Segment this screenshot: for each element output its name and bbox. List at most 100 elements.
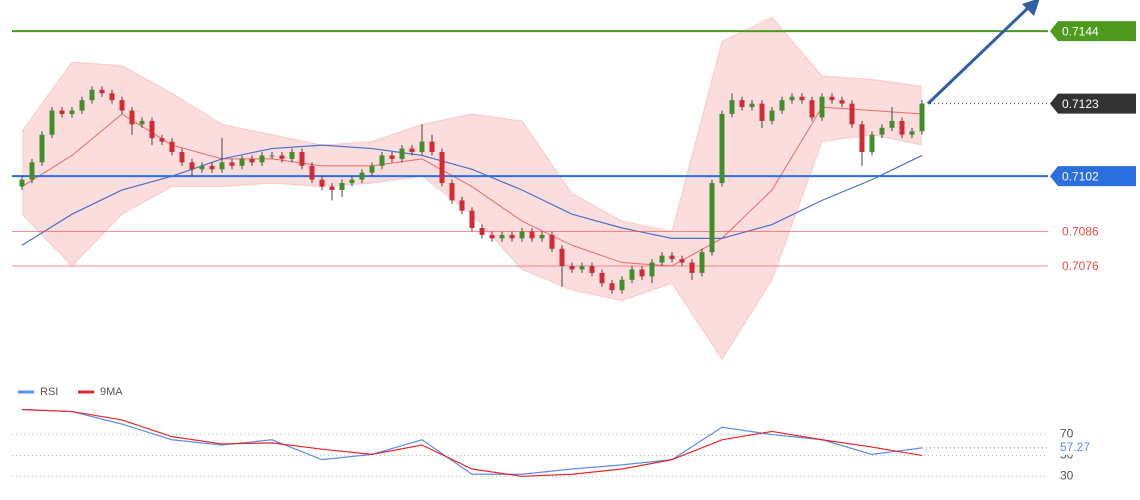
candle-body bbox=[89, 89, 95, 101]
price-pane: 0.7144 0.7123 0.7102 0.7086 0.7076 bbox=[12, 0, 1136, 361]
legend-label: 9MA bbox=[100, 386, 123, 398]
candle-body bbox=[749, 103, 755, 108]
candle-body bbox=[239, 158, 245, 166]
candle-body bbox=[179, 152, 185, 163]
candle-body bbox=[119, 100, 125, 111]
candle-body bbox=[609, 283, 615, 291]
candle-body bbox=[209, 165, 215, 170]
projection-arrow bbox=[926, 4, 1032, 105]
candle-body bbox=[569, 266, 575, 270]
candle-body bbox=[349, 179, 355, 184]
candle-body bbox=[49, 110, 55, 135]
candle-body bbox=[589, 266, 595, 273]
candle-body bbox=[169, 141, 175, 152]
candle-body bbox=[219, 162, 225, 170]
candle-body bbox=[389, 155, 395, 159]
candle-body bbox=[769, 110, 775, 121]
candle-body bbox=[299, 152, 305, 166]
candle-body bbox=[659, 255, 665, 263]
candle-body bbox=[619, 279, 625, 291]
candle-body bbox=[339, 183, 345, 190]
candle-body bbox=[369, 165, 375, 173]
level-label-box bbox=[1050, 166, 1136, 187]
level-label: 0.7086 bbox=[1062, 225, 1099, 239]
candle-body bbox=[79, 100, 85, 111]
candle-body bbox=[399, 148, 405, 159]
candle-body bbox=[59, 110, 65, 114]
candle-body bbox=[899, 120, 905, 135]
candle-body bbox=[69, 110, 75, 114]
level-label: 0.7076 bbox=[1062, 259, 1099, 273]
candle-body bbox=[139, 120, 145, 125]
y-tick-label: 70 bbox=[1060, 427, 1074, 441]
candle-body bbox=[289, 152, 295, 159]
candle-body bbox=[329, 186, 335, 190]
candle-body bbox=[259, 155, 265, 163]
candle-body bbox=[729, 100, 735, 114]
candle-body bbox=[699, 252, 705, 273]
candle-body bbox=[849, 103, 855, 125]
candle-body bbox=[469, 210, 475, 228]
candle-body bbox=[909, 131, 915, 135]
candle-body bbox=[439, 152, 445, 184]
candle-body bbox=[739, 100, 745, 108]
candle-body bbox=[109, 93, 115, 101]
candle-body bbox=[539, 234, 545, 239]
candle-body bbox=[549, 234, 555, 249]
candle-body bbox=[499, 234, 505, 239]
candle-body bbox=[839, 100, 845, 104]
candle-body bbox=[19, 179, 25, 187]
candle-body bbox=[509, 234, 515, 239]
candle-body bbox=[159, 138, 165, 142]
level-label-box bbox=[1050, 93, 1136, 114]
candle-body bbox=[719, 114, 725, 184]
candle-body bbox=[249, 158, 255, 163]
legend-label: RSI bbox=[40, 386, 58, 398]
rsi-pane: 705030RSI9MA57.27 bbox=[12, 386, 1100, 483]
candle-body bbox=[379, 155, 385, 166]
level-label: 0.7144 bbox=[1062, 24, 1099, 38]
y-tick-label: 30 bbox=[1060, 469, 1074, 483]
candle-body bbox=[679, 259, 685, 263]
candle-body bbox=[229, 162, 235, 166]
candle-body bbox=[519, 231, 525, 239]
candle-body bbox=[129, 110, 135, 125]
candle-body bbox=[429, 141, 435, 152]
candle-body bbox=[859, 124, 865, 152]
candle-body bbox=[779, 100, 785, 111]
candle-body bbox=[579, 266, 585, 270]
candle-body bbox=[669, 255, 675, 260]
candle-body bbox=[639, 269, 645, 277]
candle-body bbox=[759, 103, 765, 121]
candle-body bbox=[799, 96, 805, 101]
candle-body bbox=[819, 96, 825, 118]
candle-body bbox=[279, 155, 285, 159]
candle-body bbox=[489, 234, 495, 239]
candle-body bbox=[39, 134, 45, 163]
candle-body bbox=[919, 103, 925, 132]
candle-body bbox=[709, 183, 715, 253]
candle-body bbox=[879, 127, 885, 135]
level-label: 0.7123 bbox=[1062, 97, 1099, 111]
value-label: 57.27 bbox=[1060, 440, 1090, 454]
arrow-head bbox=[1022, 0, 1040, 16]
series-line bbox=[21, 408, 923, 475]
candle-body bbox=[29, 162, 35, 180]
candle-body bbox=[529, 231, 535, 239]
candle-body bbox=[889, 120, 895, 128]
candle-body bbox=[189, 162, 195, 170]
candle-body bbox=[649, 262, 655, 277]
candle-body bbox=[869, 134, 875, 152]
candle-body bbox=[319, 179, 325, 187]
candle-body bbox=[629, 269, 635, 280]
candle-body bbox=[809, 100, 815, 118]
candle-body bbox=[459, 200, 465, 211]
candle-body bbox=[409, 148, 415, 152]
candle-body bbox=[559, 248, 565, 266]
series-line bbox=[21, 408, 923, 477]
level-label: 0.7102 bbox=[1062, 169, 1099, 183]
value-label-bg bbox=[1056, 440, 1100, 455]
candle-body bbox=[419, 141, 425, 152]
band-upper bbox=[21, 16, 923, 233]
